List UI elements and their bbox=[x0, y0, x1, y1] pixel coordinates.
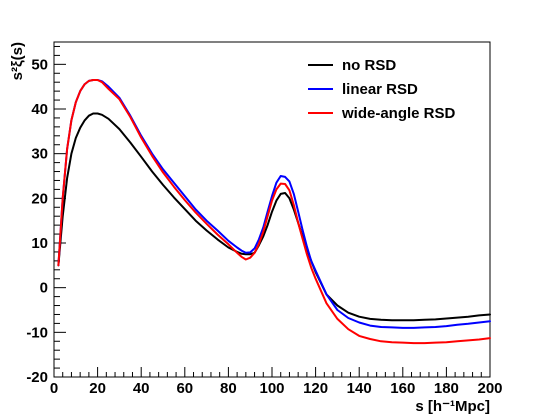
minor-ticks bbox=[54, 45, 482, 377]
legend-label-wide-angle-rsd: wide-angle RSD bbox=[341, 105, 456, 122]
x-axis-title: s [h⁻¹Mpc] bbox=[415, 398, 490, 415]
x-tick-label: 40 bbox=[133, 380, 150, 397]
legend-label-linear-rsd: linear RSD bbox=[342, 81, 418, 98]
x-tick-label: 80 bbox=[220, 380, 237, 397]
legend-label-no-rsd: no RSD bbox=[342, 57, 396, 74]
y-tick-label: -10 bbox=[26, 324, 48, 341]
y-tick-label: 50 bbox=[31, 56, 48, 73]
x-tick-label: 120 bbox=[303, 380, 328, 397]
x-tick-labels: 0 20 40 60 80 100 120 140 160 180 200 bbox=[50, 380, 503, 397]
major-ticks bbox=[53, 63, 491, 378]
x-tick-label: 0 bbox=[50, 380, 58, 397]
y-tick-label: 10 bbox=[31, 235, 48, 252]
legend: no RSD linear RSD wide-angle RSD bbox=[308, 57, 456, 122]
x-tick-label: 180 bbox=[434, 380, 459, 397]
y-tick-label: 0 bbox=[40, 280, 48, 297]
y-tick-labels: -20 -10 0 10 20 30 40 50 bbox=[26, 56, 48, 386]
x-tick-label: 160 bbox=[390, 380, 415, 397]
y-axis-title: s²ξ(s) bbox=[9, 42, 26, 80]
x-tick-label: 200 bbox=[477, 380, 502, 397]
x-tick-label: 20 bbox=[89, 380, 106, 397]
y-tick-label: 30 bbox=[31, 146, 48, 163]
x-tick-label: 60 bbox=[176, 380, 193, 397]
x-tick-label: 100 bbox=[259, 380, 284, 397]
series-lines bbox=[57, 79, 491, 345]
y-tick-label: -20 bbox=[26, 369, 48, 386]
y-tick-label: 40 bbox=[31, 101, 48, 118]
series-line-no-rsd bbox=[57, 112, 491, 322]
y-tick-label: 20 bbox=[31, 190, 48, 207]
x-tick-label: 140 bbox=[347, 380, 372, 397]
series-line-wide-angle-rsd bbox=[57, 79, 491, 345]
